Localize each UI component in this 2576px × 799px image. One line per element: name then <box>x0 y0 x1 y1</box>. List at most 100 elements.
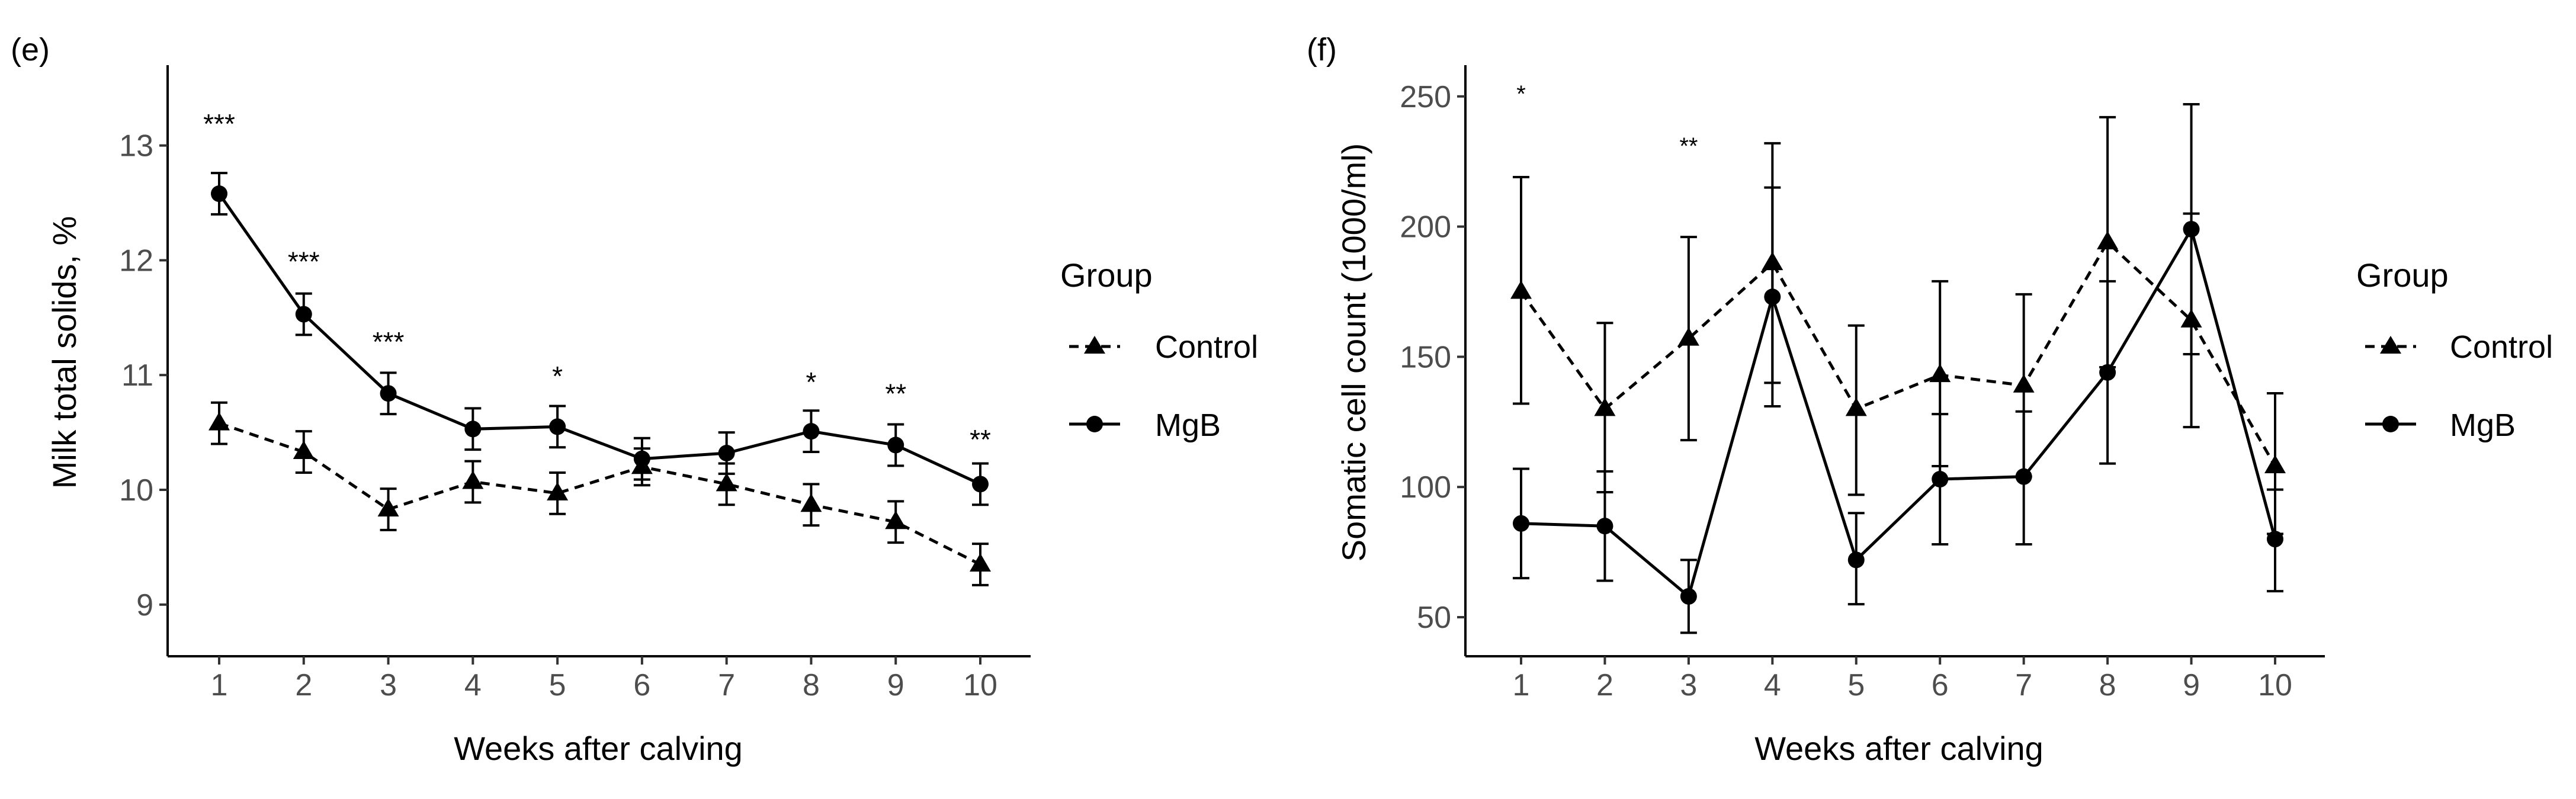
data-point-control-e <box>547 482 569 500</box>
y-tick-label-f: 200 <box>1400 210 1451 245</box>
x-tick-label-f: 9 <box>2183 668 2200 702</box>
data-point-control-e <box>970 553 991 572</box>
significance-label-e: *** <box>373 326 405 357</box>
data-point-mgb-e <box>464 421 482 438</box>
series-line-control-e <box>219 422 981 566</box>
data-point-mgb-f <box>1847 551 1865 569</box>
series-line-control-f <box>1519 240 2277 467</box>
y-tick-label-f: 250 <box>1400 80 1451 114</box>
y-tick-label-e: 11 <box>121 358 153 393</box>
x-tick-label-f: 8 <box>2099 668 2116 702</box>
y-tick-label-f: 150 <box>1400 340 1451 374</box>
legend-title-f: Group <box>2356 256 2449 294</box>
data-point-control-e <box>208 412 230 431</box>
x-tick-label-e: 10 <box>963 668 997 702</box>
x-tick-label-e: 3 <box>380 668 397 702</box>
x-tick-label-f: 2 <box>1596 668 1613 702</box>
data-point-control-f <box>1845 397 1867 416</box>
data-point-mgb-e <box>211 185 227 203</box>
data-point-mgb-e <box>887 437 904 454</box>
x-tick-label-e: 1 <box>211 668 228 702</box>
x-tick-label-e: 5 <box>549 668 566 702</box>
data-point-mgb-e <box>718 444 735 461</box>
x-tick-label-e: 8 <box>803 668 820 702</box>
data-point-control-e <box>885 511 907 530</box>
y-tick-label-e: 10 <box>119 473 153 508</box>
y-axis-title-e: Milk total solids, % <box>46 216 83 489</box>
significance-label-e: ** <box>885 378 906 409</box>
data-point-mgb-e <box>803 423 820 440</box>
series-line-mgb-f <box>1520 225 2277 599</box>
x-tick-label-f: 10 <box>2258 668 2292 702</box>
legend-marker-mgb-e <box>1086 416 1103 432</box>
x-tick-label-f: 5 <box>1847 668 1865 702</box>
significance-label-e: *** <box>288 246 320 277</box>
significance-label-e: ** <box>970 424 991 455</box>
chart-panel-f: (f) Somatic cell count (1000/ml) Weeks a… <box>1307 32 2553 767</box>
x-tick-label-f: 6 <box>1932 668 1949 702</box>
data-point-control-e <box>462 470 484 489</box>
legend-label-mgb-e: MgB <box>1155 407 1221 443</box>
legend-label-control-f: Control <box>2450 329 2553 365</box>
y-tick-label-e: 9 <box>136 588 153 622</box>
legend-marker-mgb-f <box>2382 416 2399 432</box>
data-point-mgb-e <box>295 306 312 323</box>
significance-label-e: *** <box>203 108 235 139</box>
data-point-mgb-f <box>2267 531 2283 548</box>
significance-label-e: * <box>552 361 563 392</box>
y-tick-label-e: 12 <box>119 243 153 278</box>
panel-label-f: (f) <box>1307 32 1337 68</box>
data-point-mgb-f <box>2183 220 2200 238</box>
data-point-control-f <box>2264 455 2286 474</box>
data-point-control-e <box>800 493 822 512</box>
data-point-control-f <box>2013 374 2035 393</box>
data-point-control-f <box>2097 230 2119 249</box>
legend-marker-control-e <box>1084 336 1105 354</box>
data-point-mgb-f <box>1764 288 1781 306</box>
y-axis-title-f: Somatic cell count (1000/ml) <box>1335 143 1372 562</box>
x-tick-label-f: 4 <box>1764 668 1781 702</box>
significance-label-e: * <box>806 367 816 397</box>
legend-f: Group Control MgB <box>2356 256 2553 443</box>
x-tick-label-e: 6 <box>633 668 650 702</box>
y-tick-label-f: 50 <box>1417 601 1451 635</box>
x-tick-label-f: 3 <box>1680 668 1697 702</box>
data-point-control-e <box>716 473 737 492</box>
data-point-mgb-e <box>380 385 397 402</box>
chart-panel-e: (e) Milk total solids, % Weeks after cal… <box>11 32 1258 767</box>
x-tick-label-e: 9 <box>887 668 904 702</box>
x-tick-label-f: 7 <box>2015 668 2032 702</box>
x-tick-label-e: 7 <box>718 668 735 702</box>
data-point-mgb-f <box>1932 471 1949 488</box>
legend-label-control-e: Control <box>1155 329 1258 365</box>
legend-e: Group Control MgB <box>1060 256 1258 443</box>
data-point-control-f <box>1594 397 1616 416</box>
x-tick-label-f: 1 <box>1513 668 1530 702</box>
x-tick-label-e: 4 <box>464 668 482 702</box>
data-point-mgb-e <box>549 418 566 435</box>
significance-label-f: ** <box>1679 133 1698 159</box>
series-line-mgb-e <box>217 192 981 486</box>
legend-title-e: Group <box>1060 256 1153 294</box>
y-tick-label-e: 13 <box>119 129 153 163</box>
x-tick-label-e: 2 <box>295 668 312 702</box>
data-point-control-f <box>1510 280 1532 299</box>
x-axis-title-e: Weeks after calving <box>454 730 743 767</box>
data-point-mgb-f <box>2015 468 2032 485</box>
data-point-mgb-f <box>1513 515 1529 532</box>
panel-label-e: (e) <box>11 32 50 68</box>
data-point-mgb-e <box>633 450 650 467</box>
y-tick-label-f: 100 <box>1400 470 1451 505</box>
data-point-control-e <box>293 441 315 460</box>
data-point-mgb-f <box>1596 518 1613 535</box>
data-point-mgb-e <box>972 476 989 493</box>
data-point-control-f <box>1929 364 1951 383</box>
data-point-control-e <box>377 498 399 516</box>
data-point-mgb-f <box>1680 588 1697 605</box>
data-point-mgb-f <box>2099 364 2116 381</box>
x-axis-title-f: Weeks after calving <box>1754 730 2044 767</box>
significance-label-f: * <box>1516 81 1526 107</box>
legend-label-mgb-f: MgB <box>2450 407 2516 443</box>
legend-marker-control-f <box>2380 336 2401 354</box>
